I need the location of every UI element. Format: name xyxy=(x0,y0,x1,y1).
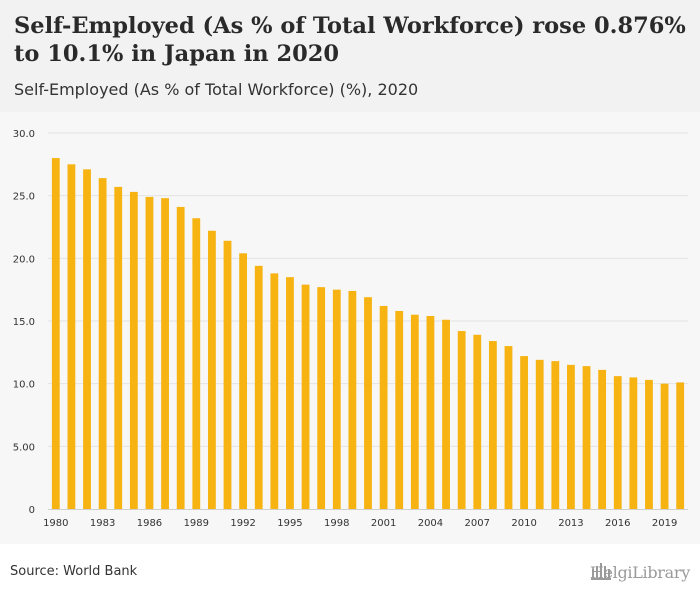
bar-2003 xyxy=(410,314,419,509)
y-tick-label: 10.0 xyxy=(13,380,35,391)
bar-2009 xyxy=(504,346,513,509)
x-tick-label: 2001 xyxy=(371,518,396,529)
y-tick-label: 5.00 xyxy=(13,442,35,453)
bar-1985 xyxy=(129,191,138,509)
y-tick-label: 15.0 xyxy=(13,317,35,328)
bar-1996 xyxy=(301,284,310,509)
bar-1993 xyxy=(254,265,263,509)
bar-1989 xyxy=(192,218,201,509)
bar-2010 xyxy=(520,356,528,509)
x-tick-label: 2010 xyxy=(511,518,536,529)
bar-2016 xyxy=(613,376,622,509)
source-note: Source: World Bank xyxy=(10,564,138,579)
chart-subtitle: Self-Employed (As % of Total Workforce) … xyxy=(14,80,419,99)
x-tick-label: 1986 xyxy=(137,518,162,529)
bar-1981 xyxy=(67,164,76,509)
bar-1987 xyxy=(161,198,169,510)
bar-2006 xyxy=(457,331,466,509)
x-axis: 1980 1983 1986 1989 1992 1995 1998 2001 2004 2007… xyxy=(43,509,688,529)
x-tick-label: 2019 xyxy=(652,518,677,529)
chart-area: 0 5.00 10.0 15.0 20.0 25.0 30.0 1980 1983 1986 19… xyxy=(0,112,700,544)
bar-1980 xyxy=(51,158,60,509)
bar-1999 xyxy=(348,290,357,509)
bar-2011 xyxy=(535,359,544,509)
bar-1994 xyxy=(270,273,279,509)
bar-1984 xyxy=(114,186,123,509)
bar-1983 xyxy=(98,178,107,509)
y-tick-label: 30.0 xyxy=(13,129,35,140)
bar-2008 xyxy=(488,341,497,509)
x-tick-label: 2016 xyxy=(605,518,630,529)
y-tick-label: 0 xyxy=(29,505,35,516)
logo-text: HelgiLibrary xyxy=(589,562,690,582)
bar-2020 xyxy=(676,382,685,509)
bar-2007 xyxy=(473,334,482,509)
bar-2018 xyxy=(645,379,653,509)
y-axis: 0 5.00 10.0 15.0 20.0 25.0 30.0 xyxy=(13,129,35,516)
x-tick-label: 1983 xyxy=(90,518,115,529)
bar-2013 xyxy=(567,364,575,509)
x-tick-label: 2007 xyxy=(465,518,490,529)
bar-1982 xyxy=(83,169,91,509)
y-tick-label: 20.0 xyxy=(13,254,35,265)
helgi-library-logo[interactable]: HelgiLibrary xyxy=(590,560,690,584)
x-tick-label: 1998 xyxy=(324,518,349,529)
bar-2001 xyxy=(379,305,388,509)
bar-1992 xyxy=(239,253,248,509)
header: Self-Employed (As % of Total Workforce) … xyxy=(0,0,700,112)
bar-1991 xyxy=(223,240,232,510)
library-building-icon xyxy=(590,563,611,580)
bars xyxy=(51,158,685,510)
bar-1988 xyxy=(176,206,185,509)
bar-2015 xyxy=(598,369,607,509)
chart-title: Self-Employed (As % of Total Workforce) … xyxy=(14,13,686,67)
bar-1998 xyxy=(332,289,341,509)
bar-1986 xyxy=(145,196,154,510)
y-tick-label: 25.0 xyxy=(13,192,35,203)
bar-1990 xyxy=(208,230,216,509)
bar-2002 xyxy=(395,310,404,509)
bar-1995 xyxy=(286,277,294,509)
bar-2012 xyxy=(551,361,560,509)
bar-2005 xyxy=(442,319,450,509)
x-tick-label: 2013 xyxy=(558,518,583,529)
bar-1997 xyxy=(317,287,326,509)
bar-2000 xyxy=(364,297,372,509)
bar-2019 xyxy=(660,383,669,509)
x-tick-label: 1980 xyxy=(43,518,68,529)
x-tick-label: 1989 xyxy=(184,518,209,529)
bar-2017 xyxy=(629,377,638,509)
bar-2004 xyxy=(426,315,435,509)
x-tick-label: 1992 xyxy=(230,518,255,529)
x-tick-label: 2004 xyxy=(418,518,443,529)
bar-2014 xyxy=(582,366,591,509)
x-tick-label: 1995 xyxy=(277,518,302,529)
footer: Source: World Bank HelgiLibrary xyxy=(0,544,700,596)
